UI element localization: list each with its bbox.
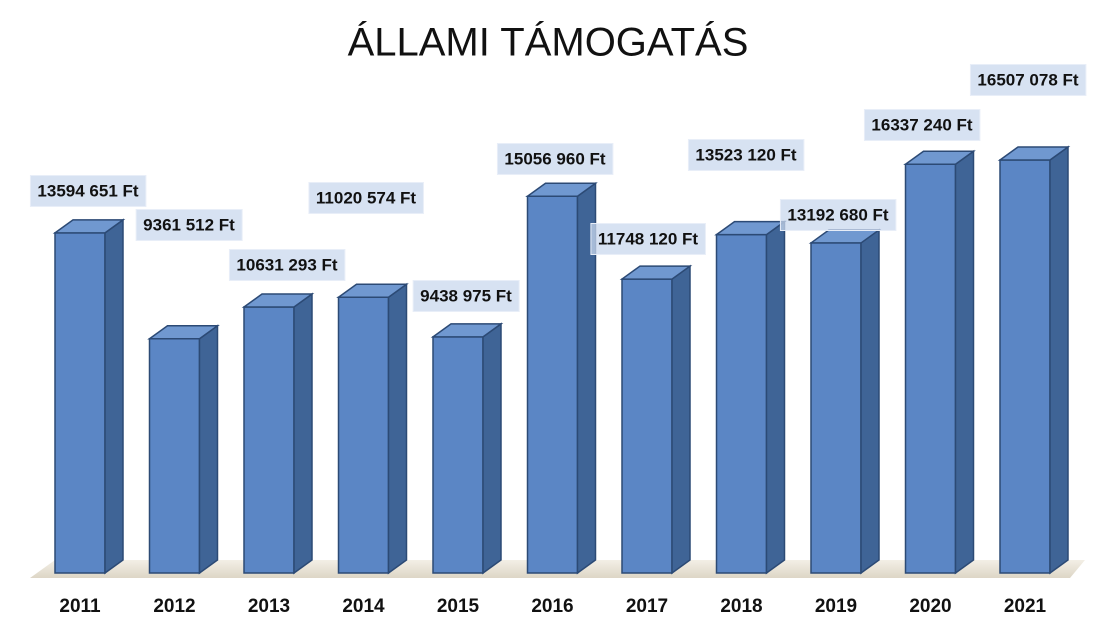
- x-tick-label: 2018: [720, 596, 762, 617]
- data-label-box: [779, 198, 897, 231]
- x-tick-label: 2019: [815, 596, 857, 617]
- x-tick-label: 2012: [153, 596, 195, 617]
- bar-side: [860, 228, 880, 575]
- data-label: 9438 975 Ft: [420, 286, 512, 305]
- bar: [430, 322, 504, 575]
- x-tick-label: 2013: [248, 596, 290, 617]
- bar-side: [104, 218, 124, 575]
- data-label-box: [969, 63, 1087, 96]
- data-label-box: [590, 222, 706, 255]
- bar-top: [903, 150, 976, 165]
- bar-front: [715, 233, 768, 574]
- bar-top: [430, 323, 504, 338]
- bar: [808, 228, 882, 575]
- bar-side: [482, 322, 502, 575]
- data-label-box: [412, 279, 520, 312]
- bar-front: [904, 163, 957, 574]
- bar-top: [147, 325, 220, 340]
- bar-side: [198, 324, 219, 575]
- data-label-box: [687, 138, 805, 171]
- data-label-box: [308, 181, 424, 214]
- x-tick-label: 2015: [437, 596, 480, 617]
- data-label: 16337 240 Ft: [871, 115, 972, 134]
- data-label: 9361 512 Ft: [143, 215, 235, 234]
- bar-front: [621, 278, 673, 574]
- x-tick-label: 2021: [1004, 596, 1047, 617]
- bar-top: [619, 265, 693, 280]
- data-label: 10631 293 Ft: [236, 255, 337, 274]
- bar-front: [148, 338, 201, 574]
- bar-side: [387, 282, 408, 575]
- bar-top: [336, 283, 409, 299]
- x-tick-label: 2014: [342, 596, 385, 617]
- bar: [525, 181, 598, 575]
- data-label-box: [496, 142, 614, 175]
- data-label: 11748 120 Ft: [598, 229, 699, 248]
- data-label-box: [29, 174, 147, 207]
- data-label: 15056 960 Ft: [504, 149, 605, 168]
- data-label-box: [228, 248, 346, 281]
- data-label: 16507 078 Ft: [977, 70, 1078, 89]
- bar-side: [954, 149, 975, 575]
- x-tick-label: 2017: [626, 596, 668, 617]
- bar-front: [810, 242, 862, 574]
- x-tick-label: 2020: [909, 596, 951, 617]
- bar: [147, 324, 220, 575]
- bar-side: [1049, 145, 1069, 575]
- bar-top: [525, 182, 598, 198]
- bar-front: [432, 336, 484, 574]
- bar: [903, 149, 976, 575]
- bar-top: [997, 146, 1071, 161]
- bar-front: [337, 296, 390, 574]
- data-label: 13192 680 Ft: [787, 205, 888, 224]
- bar: [997, 145, 1071, 575]
- bar: [241, 292, 315, 575]
- bar-top: [52, 219, 126, 234]
- bar-front: [526, 195, 579, 574]
- data-label-box: [863, 108, 981, 141]
- chart-title: ÁLLAMI TÁMOGATÁS: [348, 20, 749, 65]
- bar: [336, 282, 409, 575]
- bar-side: [293, 292, 313, 575]
- x-tick-label: 2016: [531, 596, 573, 617]
- data-label: 13523 120 Ft: [695, 145, 796, 164]
- bar-top: [241, 293, 315, 308]
- x-tick-label: 2011: [59, 596, 101, 617]
- bar: [714, 220, 787, 575]
- bar-front: [243, 306, 295, 574]
- data-label: 13594 651 Ft: [37, 181, 138, 200]
- bar-front: [999, 159, 1051, 574]
- bar: [619, 264, 693, 575]
- data-label-box: [135, 208, 243, 241]
- data-label: 11020 574 Ft: [316, 188, 417, 207]
- bar: [52, 218, 126, 575]
- bar-front: [54, 232, 106, 574]
- bar-side: [671, 264, 691, 575]
- bar-side: [765, 220, 786, 575]
